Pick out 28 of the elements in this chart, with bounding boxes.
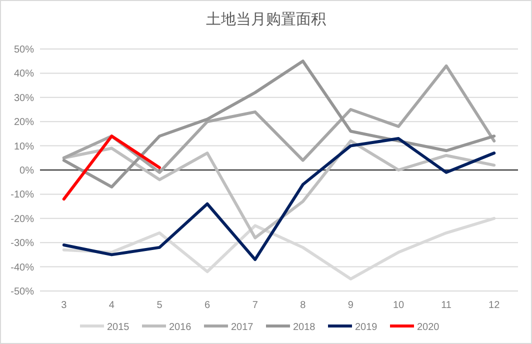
legend-label: 2018 [293,322,316,333]
legend-label: 2019 [355,322,378,333]
y-tick-label: -40% [10,262,34,274]
y-tick-label: 20% [14,117,34,128]
x-tick-label: 9 [348,300,354,311]
y-tick-label: 10% [14,141,34,152]
y-tick-label: -30% [10,238,34,250]
y-tick-label: 30% [14,92,34,104]
legend-label: 2020 [417,322,440,333]
x-tick-label: 10 [392,300,404,311]
y-tick-label: 0% [20,166,34,176]
legend-label: 2016 [169,322,192,333]
y-tick-label: -20% [10,214,34,225]
x-tick-label: 8 [300,300,306,311]
x-tick-label: 11 [441,300,452,311]
legend-label: 2015 [107,322,130,333]
y-tick-label: 40% [14,68,34,80]
y-tick-label: 50% [14,44,34,56]
x-tick-label: 3 [61,300,68,311]
legend-label: 2017 [231,322,254,333]
x-tick-label: 12 [488,300,500,311]
y-tick-label: -50% [10,286,34,298]
chart-title: 土地当月购置面积 [206,11,326,28]
x-tick-label: 6 [204,300,211,311]
x-tick-label: 5 [156,300,163,311]
x-tick-label: 7 [252,300,258,311]
x-tick-label: 4 [108,300,115,311]
y-tick-label: -10% [10,190,34,201]
